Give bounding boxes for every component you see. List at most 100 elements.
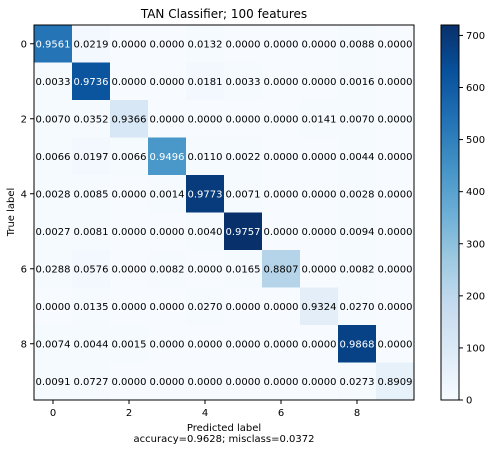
heatmap-cell: [186, 100, 225, 138]
cell-value-label: 0.0181: [188, 77, 223, 88]
heatmap-cell: [110, 137, 149, 176]
cell-value-label: 0.0000: [302, 189, 337, 200]
cell-value-label: 0.0110: [188, 152, 223, 163]
cell-value-label: 0.8909: [378, 377, 413, 388]
cell-value-label: 0.0000: [150, 77, 185, 88]
cell-value-label: 0.0028: [36, 189, 71, 200]
heatmap-cell: [110, 325, 149, 363]
colorbar-tick-label: 700: [466, 31, 485, 42]
cell-value-label: 0.0576: [74, 264, 109, 275]
cell-value-label: 0.0000: [264, 339, 299, 350]
heatmap-cell: [224, 212, 263, 251]
heatmap-cell: [110, 100, 149, 138]
cell-value-label: 0.9757: [226, 227, 261, 238]
cell-value-label: 0.9324: [302, 302, 337, 313]
heatmap-cell: [110, 25, 149, 63]
y-tick-label: 4: [21, 189, 27, 200]
colorbar-tick-label: 100: [466, 343, 485, 354]
cell-value-label: 0.0000: [112, 189, 147, 200]
cell-value-label: 0.0071: [226, 189, 261, 200]
heatmap-cell: [148, 62, 187, 101]
x-axis-label: Predicted label: [187, 423, 261, 434]
x-tick-label: 4: [202, 408, 208, 419]
cell-value-label: 0.0000: [188, 264, 223, 275]
cell-value-label: 0.0085: [74, 189, 109, 200]
heatmap-cell: [186, 212, 225, 251]
colorbar-ticks: 0 100 200 300 400 500 600 700: [459, 31, 485, 407]
cell-value-label: 0.0027: [36, 227, 71, 238]
cell-value-label: 0.8807: [264, 264, 299, 275]
cell-value-label: 0.0094: [340, 227, 375, 238]
heatmap-cell: [338, 287, 377, 326]
cell-value-label: 0.0015: [112, 339, 147, 350]
cell-value-label: 0.0141: [302, 114, 337, 125]
heatmap-cell: [338, 25, 377, 63]
cell-value-label: 0.0000: [378, 339, 413, 350]
cell-value-label: 0.0066: [112, 152, 147, 163]
cell-value-label: 0.0000: [226, 302, 261, 313]
heatmap-cell: [72, 62, 111, 101]
heatmap-cell: [148, 325, 187, 363]
cell-value-label: 0.0000: [264, 189, 299, 200]
cell-value-label: 0.0000: [112, 302, 147, 313]
cell-value-label: 0.0000: [302, 264, 337, 275]
heatmap-cell: [376, 287, 415, 326]
heatmap-cell: [34, 212, 73, 251]
heatmap-cell: [148, 212, 187, 251]
heatmap-cell: [34, 250, 73, 288]
colorbar-tick-label: 600: [466, 83, 485, 94]
heatmap-cell: [34, 287, 73, 326]
heatmap-cell: [34, 362, 73, 401]
cell-value-label: 0.0000: [150, 39, 185, 50]
cell-value-label: 0.0273: [340, 377, 375, 388]
heatmap-cell: [262, 212, 301, 251]
heatmap-cells: 0.9561 0.0219 0.0000 0.0000 0.0132 0.0000 0.00…: [34, 25, 415, 401]
colorbar-tick-label: 400: [466, 187, 485, 198]
cell-value-label: 0.0000: [264, 77, 299, 88]
heatmap-cell: [186, 325, 225, 363]
cell-value-label: 0.0000: [264, 152, 299, 163]
cell-value-label: 0.0000: [378, 302, 413, 313]
heatmap-cell: [300, 212, 339, 251]
colorbar-tick-label: 500: [466, 135, 485, 146]
cell-value-label: 0.0270: [188, 302, 223, 313]
cell-value-label: 0.0000: [302, 227, 337, 238]
heatmap-cell: [376, 212, 415, 251]
heatmap-cell: [110, 62, 149, 101]
cell-value-label: 0.0000: [378, 152, 413, 163]
cell-value-label: 0.0000: [378, 39, 413, 50]
cell-value-label: 0.9561: [36, 39, 71, 50]
heatmap-cell: [148, 287, 187, 326]
heatmap-cell: [262, 100, 301, 138]
x-tick-label: 8: [354, 408, 360, 419]
heatmap-cell: [224, 25, 263, 63]
cell-value-label: 0.0000: [264, 114, 299, 125]
plot-frame: [33, 24, 415, 401]
cell-value-label: 0.0033: [36, 77, 71, 88]
cell-value-label: 0.0070: [340, 114, 375, 125]
cell-value-label: 0.0352: [74, 114, 109, 125]
cell-value-label: 0.0000: [112, 227, 147, 238]
cell-value-label: 0.0091: [36, 377, 71, 388]
heatmap-cell: [148, 362, 187, 401]
cell-value-label: 0.9868: [340, 339, 375, 350]
heatmap-cell: [338, 100, 377, 138]
x-tick-label: 6: [278, 408, 284, 419]
colorbar: [440, 24, 460, 401]
cell-value-label: 0.0000: [226, 377, 261, 388]
cell-value-label: 0.0016: [340, 77, 375, 88]
x-axis-accuracy-note: accuracy=0.9628; misclass=0.0372: [134, 434, 315, 445]
heatmap-cell: [186, 250, 225, 288]
cell-value-label: 0.0000: [378, 189, 413, 200]
cell-value-label: 0.0000: [112, 377, 147, 388]
heatmap-cell: [376, 137, 415, 176]
cell-value-label: 0.0000: [112, 264, 147, 275]
cell-value-label: 0.0044: [340, 152, 375, 163]
cell-value-label: 0.0000: [188, 377, 223, 388]
heatmap-cell: [72, 100, 111, 138]
cell-value-label: 0.0165: [226, 264, 261, 275]
cell-value-label: 0.0288: [36, 264, 71, 275]
heatmap-cell: [72, 362, 111, 401]
cell-value-label: 0.0727: [74, 377, 109, 388]
